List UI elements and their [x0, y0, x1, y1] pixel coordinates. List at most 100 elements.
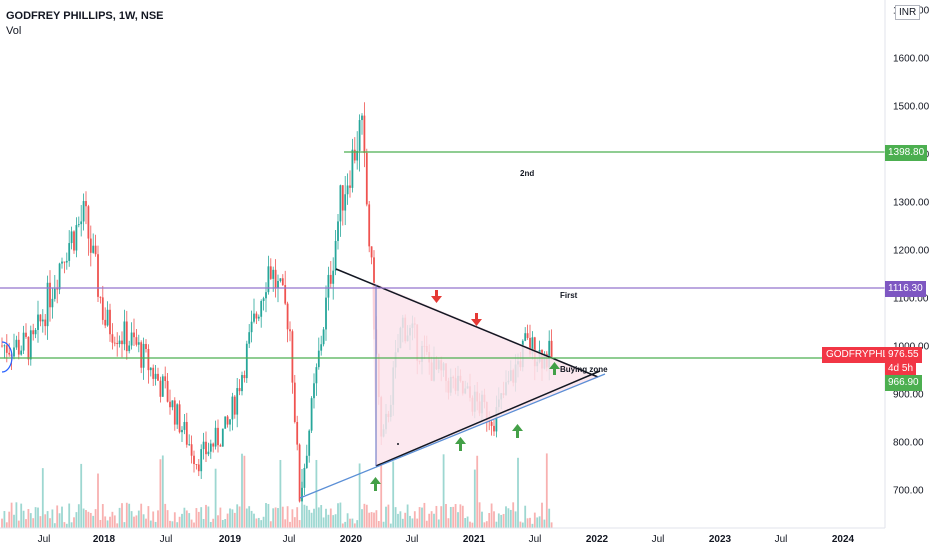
volume-bar	[308, 509, 311, 528]
volume-bar	[509, 509, 512, 528]
volume-bar	[353, 523, 356, 528]
candle	[233, 394, 236, 419]
currency-badge[interactable]: INR	[895, 5, 921, 20]
candle	[229, 419, 231, 432]
candle	[327, 266, 330, 311]
candle	[37, 300, 39, 343]
volume-bar	[529, 517, 531, 528]
volume-bar	[161, 455, 164, 528]
volume-bar	[437, 519, 440, 528]
arrow-up-icon	[512, 424, 523, 438]
candle	[231, 392, 234, 431]
volume-bar	[135, 515, 138, 528]
volume-bar	[533, 512, 536, 528]
candle	[41, 309, 44, 333]
volume-bar	[392, 461, 395, 528]
time-tick-label: 2024	[832, 534, 855, 545]
volume-bar	[490, 503, 493, 528]
volume-bar	[389, 523, 392, 528]
lower-trendline[interactable]	[375, 370, 601, 467]
candle	[339, 184, 342, 237]
volume-bar	[531, 523, 534, 528]
volume-bar	[121, 503, 123, 528]
volume-bar	[488, 513, 491, 528]
volume-bar	[526, 518, 529, 528]
candle	[8, 343, 11, 357]
volume-bar	[543, 519, 546, 528]
volume-bar	[221, 519, 224, 528]
volume-bar	[238, 506, 241, 528]
volume-bar	[116, 523, 119, 528]
price-tick-label: 800.00	[893, 438, 924, 449]
volume-bars	[1, 453, 553, 528]
candle	[305, 444, 308, 469]
upper-trendline[interactable]	[335, 268, 599, 378]
candle	[329, 260, 332, 289]
volume-bar	[233, 512, 236, 528]
candle	[250, 310, 253, 343]
volume-bar	[512, 502, 515, 528]
volume-bar	[159, 459, 162, 528]
candle	[27, 336, 30, 366]
volume-bar	[185, 510, 188, 528]
candle	[221, 428, 224, 447]
candle	[109, 303, 111, 342]
volume-bar	[147, 506, 150, 528]
time-tick-label: 2022	[586, 534, 609, 545]
volume-bar	[461, 505, 464, 528]
candlesticks	[1, 102, 553, 503]
volume-bar	[344, 521, 347, 528]
volume-bar	[459, 504, 462, 528]
triangle-pattern[interactable]	[372, 282, 600, 466]
candle	[56, 279, 59, 304]
candle	[142, 337, 145, 380]
candle	[44, 314, 47, 336]
volume-bar	[365, 504, 368, 528]
candle	[269, 258, 272, 280]
volume-bar	[454, 504, 457, 528]
candle	[185, 412, 188, 448]
volume-bar	[245, 508, 248, 528]
candle	[94, 234, 97, 257]
volume-bar	[550, 522, 553, 528]
candle	[190, 435, 193, 464]
volume-bar	[173, 512, 176, 528]
volume-bar	[303, 504, 306, 528]
volume-bar	[61, 506, 63, 528]
candle	[39, 314, 42, 327]
volume-bar	[190, 519, 193, 528]
volume-bar	[274, 507, 277, 528]
volume-bar	[332, 515, 335, 528]
candle	[147, 344, 150, 384]
volume-bar	[277, 508, 279, 528]
candle	[149, 367, 152, 377]
price-tick-label: 1100.00	[893, 294, 929, 305]
candle	[296, 415, 299, 451]
volume-bar	[85, 510, 87, 528]
candle	[255, 311, 258, 325]
volume-bar	[73, 517, 75, 528]
volume-bar	[485, 521, 488, 528]
candle	[97, 245, 99, 302]
candle	[51, 287, 54, 319]
support-trendline[interactable]	[299, 373, 606, 499]
volume-bar	[123, 522, 126, 528]
candle	[15, 335, 18, 350]
candle	[121, 331, 123, 358]
volume-bar	[197, 511, 200, 528]
candle	[265, 282, 267, 313]
volume-bar	[3, 511, 6, 528]
arrow-up-icon	[549, 362, 560, 375]
candle	[116, 332, 119, 357]
candle	[217, 419, 219, 453]
volume-bar	[111, 511, 114, 528]
candle	[341, 184, 344, 226]
volume-bar	[315, 459, 318, 528]
time-tick-label: Jul	[529, 534, 542, 545]
volume-bar	[25, 519, 27, 528]
time-axis: Jul 2018 Jul 2019 Jul 2020 Jul 2021 Jul 2022 Jul 20…	[38, 534, 855, 545]
volume-bar	[169, 520, 171, 528]
volume-bar	[253, 513, 255, 528]
volume-bar	[128, 503, 131, 528]
